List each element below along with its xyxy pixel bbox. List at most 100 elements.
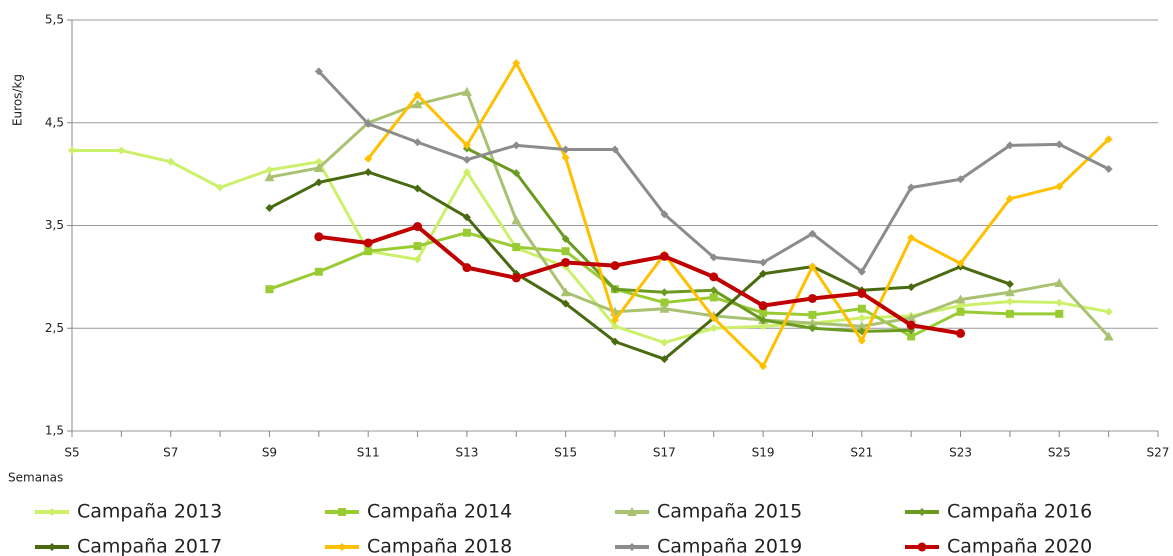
data-point [314, 232, 324, 242]
data-point [659, 303, 670, 313]
data-point [314, 67, 323, 76]
data-point [807, 293, 817, 303]
data-point [759, 362, 768, 371]
legend-entry: Campaña 2019 [615, 536, 802, 556]
data-point [561, 247, 570, 256]
data-point [659, 251, 669, 261]
data-point [265, 285, 274, 294]
data-point [412, 99, 423, 109]
data-point [364, 119, 373, 128]
legend-entry: Campaña 2015 [615, 501, 802, 523]
data-point [1005, 194, 1014, 203]
data-point [660, 210, 669, 219]
legend-entry: Campaña 2016 [905, 501, 1092, 523]
data-point [462, 228, 471, 237]
data-point [611, 316, 619, 325]
data-point [313, 162, 324, 172]
legend-marker [338, 543, 346, 551]
series [314, 67, 1113, 276]
data-point [1104, 135, 1113, 144]
data-point [314, 178, 323, 187]
data-point [364, 168, 373, 177]
data-point [314, 157, 323, 166]
data-point [1004, 287, 1015, 297]
x-tick-label: S15 [554, 446, 577, 460]
data-point [561, 299, 570, 308]
x-tick-label: S11 [357, 446, 380, 460]
legend-marker [627, 507, 637, 516]
y-tick-label: 5,5 [45, 13, 64, 27]
data-point [413, 255, 422, 264]
data-point [709, 253, 718, 262]
data-point [906, 320, 916, 330]
data-point [906, 312, 917, 322]
data-point [759, 308, 768, 317]
data-point [216, 183, 225, 192]
data-point [857, 336, 866, 345]
data-point [857, 313, 866, 322]
data-point [413, 91, 422, 100]
data-point [1104, 164, 1113, 173]
legend-marker [48, 508, 56, 516]
legend-marker [628, 543, 636, 551]
data-point [1055, 182, 1064, 191]
y-tick-label: 3,5 [45, 218, 64, 232]
data-point [807, 318, 818, 328]
data-point [907, 283, 916, 292]
data-point [808, 324, 817, 333]
legend-label: Campaña 2016 [947, 501, 1092, 523]
data-point [956, 301, 965, 310]
x-tick-label: S19 [752, 446, 775, 460]
data-point [808, 229, 817, 238]
data-point [956, 307, 965, 316]
data-point [1054, 278, 1065, 288]
data-point [660, 338, 669, 347]
data-point [560, 287, 571, 297]
x-tick-label: S23 [949, 446, 972, 460]
x-tick-label: S7 [163, 446, 178, 460]
data-point [1055, 298, 1064, 307]
data-point [462, 141, 471, 150]
legend-marker [918, 508, 926, 516]
data-point [512, 169, 521, 178]
x-tick-label: S25 [1048, 446, 1071, 460]
data-point [956, 175, 965, 184]
legend-marker [48, 543, 56, 551]
data-point [907, 233, 916, 242]
data-point [462, 213, 471, 222]
series [462, 144, 916, 336]
data-point [561, 257, 571, 267]
data-point [1005, 309, 1014, 318]
legend-label: Campaña 2013 [77, 501, 222, 523]
legend-label: Campaña 2015 [657, 501, 802, 523]
y-axis-label: Euros/kg [11, 74, 25, 126]
data-point [462, 168, 471, 177]
y-tick-label: 2,5 [45, 321, 64, 335]
data-point [808, 262, 817, 271]
legend-entry: Campaña 2013 [35, 501, 222, 523]
data-point [1104, 307, 1113, 316]
legend-label: Campaña 2017 [77, 536, 222, 556]
data-point [709, 286, 718, 295]
data-point [363, 238, 373, 248]
data-point [709, 313, 718, 322]
x-tick-label: S21 [850, 446, 873, 460]
data-point [857, 304, 866, 313]
data-point [956, 328, 966, 338]
data-point [857, 288, 867, 298]
data-point [166, 157, 175, 166]
x-tick-label: S9 [262, 446, 277, 460]
data-point [364, 154, 373, 163]
legend-entry: Campaña 2020 [905, 536, 1092, 556]
data-point [759, 322, 768, 331]
data-point [364, 247, 373, 256]
x-tick-label: S27 [1147, 446, 1170, 460]
series-line [268, 231, 1060, 338]
x-tick-label: S17 [653, 446, 676, 460]
data-point [511, 273, 521, 283]
data-point [265, 204, 274, 213]
series [265, 228, 1064, 341]
data-point [660, 298, 669, 307]
data-point [512, 141, 521, 150]
